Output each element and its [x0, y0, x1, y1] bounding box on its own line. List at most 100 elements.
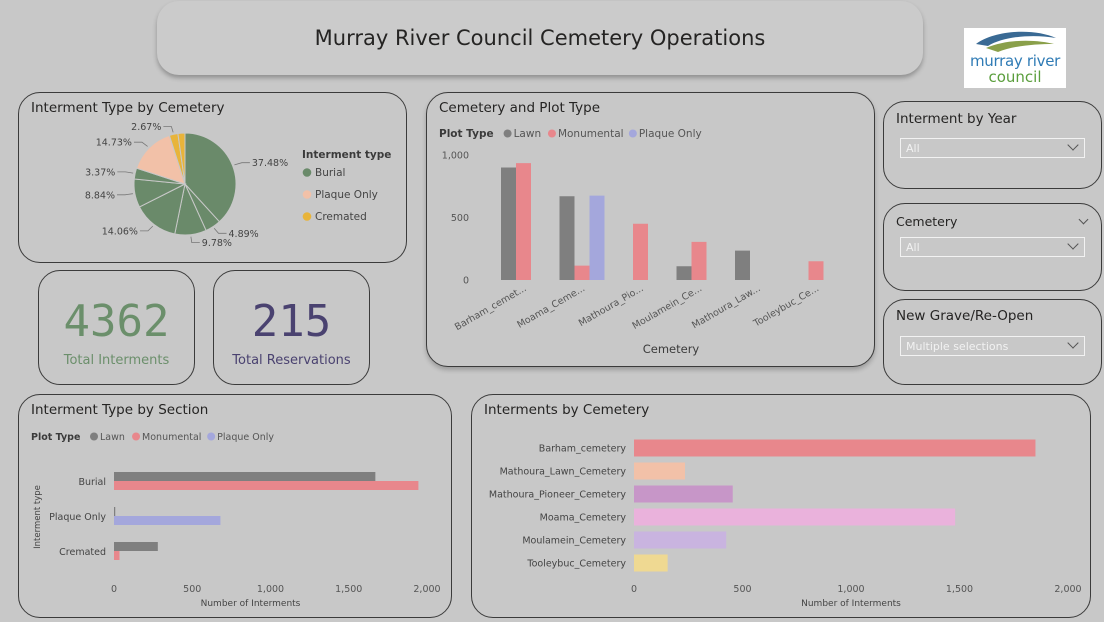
bar — [559, 196, 575, 280]
legend-label: Monumental — [142, 432, 201, 443]
section-card: Interment Type by Section Plot Type Lawn M… — [18, 394, 452, 618]
legend-label: Monumental — [558, 128, 624, 140]
total-reservations-label: Total Reservations — [232, 353, 351, 368]
y-tick-label: Mathoura_Lawn_Cemetery — [500, 467, 627, 478]
total-reservations-value: 215 — [251, 296, 332, 347]
plot-card: Cemetery and Plot Type Plot Type Lawn Monu… — [426, 92, 875, 367]
grave-slicer: New Grave/Re-Open Multiple selections — [883, 299, 1102, 385]
bar — [634, 439, 1036, 457]
pie-leader-line — [139, 225, 154, 232]
legend-marker — [90, 432, 99, 441]
total-interments-label: Total Interments — [63, 353, 170, 368]
bar — [634, 508, 956, 526]
x-tick-label: 2,000 — [1054, 584, 1081, 595]
year-dropdown-value: All — [906, 142, 920, 155]
bar — [501, 167, 516, 280]
year-dropdown[interactable]: All — [900, 138, 1085, 158]
pie-leader-line — [117, 171, 134, 174]
pie-data-label: 4.89% — [229, 229, 259, 240]
x-tick-label: 0 — [631, 584, 637, 595]
pie-data-label: 14.73% — [96, 138, 132, 149]
y-tick-label: Cremated — [59, 547, 106, 558]
pie-chart[interactable]: 37.48% 4.89%9.78% 14.06% 8.84% 3.37% 14.73% 2.… — [19, 93, 405, 261]
cemetery-chart[interactable]: Barham_cemetery Mathoura_Lawn_Cemetery Mat… — [472, 395, 1089, 616]
pie-leader-line — [133, 141, 148, 147]
legend-label: Plaque Only — [315, 189, 378, 201]
plot-title: Cemetery and Plot Type — [439, 100, 601, 116]
legend-marker — [503, 129, 512, 138]
bar — [589, 195, 605, 280]
chevron-down-icon — [1067, 337, 1079, 349]
grave-dropdown-value: Multiple selections — [906, 340, 1009, 353]
y-tick-label: 1,000 — [442, 151, 469, 162]
bar — [634, 462, 685, 480]
page-title: Murray River Council Cemetery Operations — [157, 1, 923, 75]
y-tick-label: Barham_cemetery — [539, 444, 627, 455]
year-slicer: Interment by Year All — [883, 101, 1102, 189]
cemetery-dropdown[interactable]: All — [900, 237, 1085, 257]
x-tick-label: 1,500 — [946, 584, 973, 595]
pie-card: Interment Type by Cemetery 37.48% 4.89% 9.… — [18, 92, 407, 263]
logo-swoosh-icon — [976, 31, 1056, 52]
cemetery-slicer-title: Cemetery — [896, 214, 958, 229]
chevron-down-icon[interactable] — [1078, 214, 1089, 225]
pie-slice — [184, 132, 237, 223]
bar — [634, 554, 668, 572]
legend-label: Plaque Only — [217, 432, 274, 443]
pie-data-label: 8.84% — [85, 190, 115, 201]
council-logo: murray river council — [964, 28, 1066, 88]
section-title: Interment Type by Section — [31, 402, 209, 418]
total-interments-value: 4362 — [63, 296, 170, 347]
pie-leader-line — [234, 162, 250, 166]
pie-leader-line — [163, 126, 174, 133]
bar — [633, 223, 648, 280]
grave-dropdown[interactable]: Multiple selections — [900, 336, 1085, 356]
bar — [516, 163, 531, 280]
bar — [114, 542, 158, 551]
y-tick-label: Moulamein_Cemetery — [522, 536, 626, 547]
legend-marker — [207, 432, 216, 441]
page-title-text: Murray River Council Cemetery Operations — [314, 26, 766, 50]
legend-title: Plot Type — [31, 432, 80, 443]
bar — [634, 531, 727, 549]
legend-marker — [547, 129, 556, 138]
legend-label: Plaque Only — [639, 128, 702, 140]
pie-data-label: 9.78% — [202, 238, 232, 249]
x-tick-label: 2,000 — [413, 584, 440, 595]
y-tick-label: Tooleybuc_Cemetery — [526, 559, 626, 570]
section-chart[interactable]: Plot Type Lawn Monumental Plaque Only Burial… — [19, 395, 450, 616]
bar — [114, 551, 120, 560]
cemetery-card: Interments by Cemetery Barham_cemetery Ma… — [471, 394, 1091, 618]
y-tick-label: 500 — [451, 213, 469, 224]
y-tick-label: Burial — [78, 477, 106, 488]
x-tick-label: Tooleybuc_Ce... — [751, 283, 821, 330]
legend-title: Plot Type — [439, 128, 494, 140]
pie-data-label: 3.37% — [85, 167, 115, 178]
x-axis-label: Cemetery — [643, 342, 700, 356]
legend-label: Cremated — [315, 211, 367, 223]
bar — [691, 241, 707, 280]
bar — [574, 265, 590, 280]
x-tick-label: 1,000 — [837, 584, 864, 595]
legend-label: Lawn — [100, 432, 125, 443]
y-axis-label: Interment type — [33, 485, 43, 549]
bar — [114, 516, 221, 525]
year-slicer-title: Interment by Year — [896, 111, 1017, 127]
legend-marker — [302, 168, 312, 177]
x-tick-label: 1,500 — [335, 584, 362, 595]
legend-title: Interment type — [302, 149, 391, 161]
y-tick-label: 0 — [463, 276, 469, 287]
bar — [676, 266, 692, 280]
chevron-down-icon — [1067, 139, 1079, 151]
kpi-total-reservations: 215 Total Reservations — [213, 270, 370, 385]
kpi-total-interments: 4362 Total Interments — [38, 270, 195, 385]
plot-chart[interactable]: Plot Type Lawn Monumental Plaque Only 0 500 1,… — [427, 93, 873, 365]
pie-data-label: 14.06% — [102, 226, 138, 237]
bar — [735, 250, 750, 280]
grave-slicer-title: New Grave/Re-Open — [896, 308, 1034, 324]
pie-data-label: 37.48% — [252, 158, 288, 169]
x-tick-label: 0 — [111, 584, 117, 595]
x-tick-label: 1,000 — [257, 584, 284, 595]
bar — [114, 472, 376, 481]
legend-marker — [302, 212, 312, 221]
